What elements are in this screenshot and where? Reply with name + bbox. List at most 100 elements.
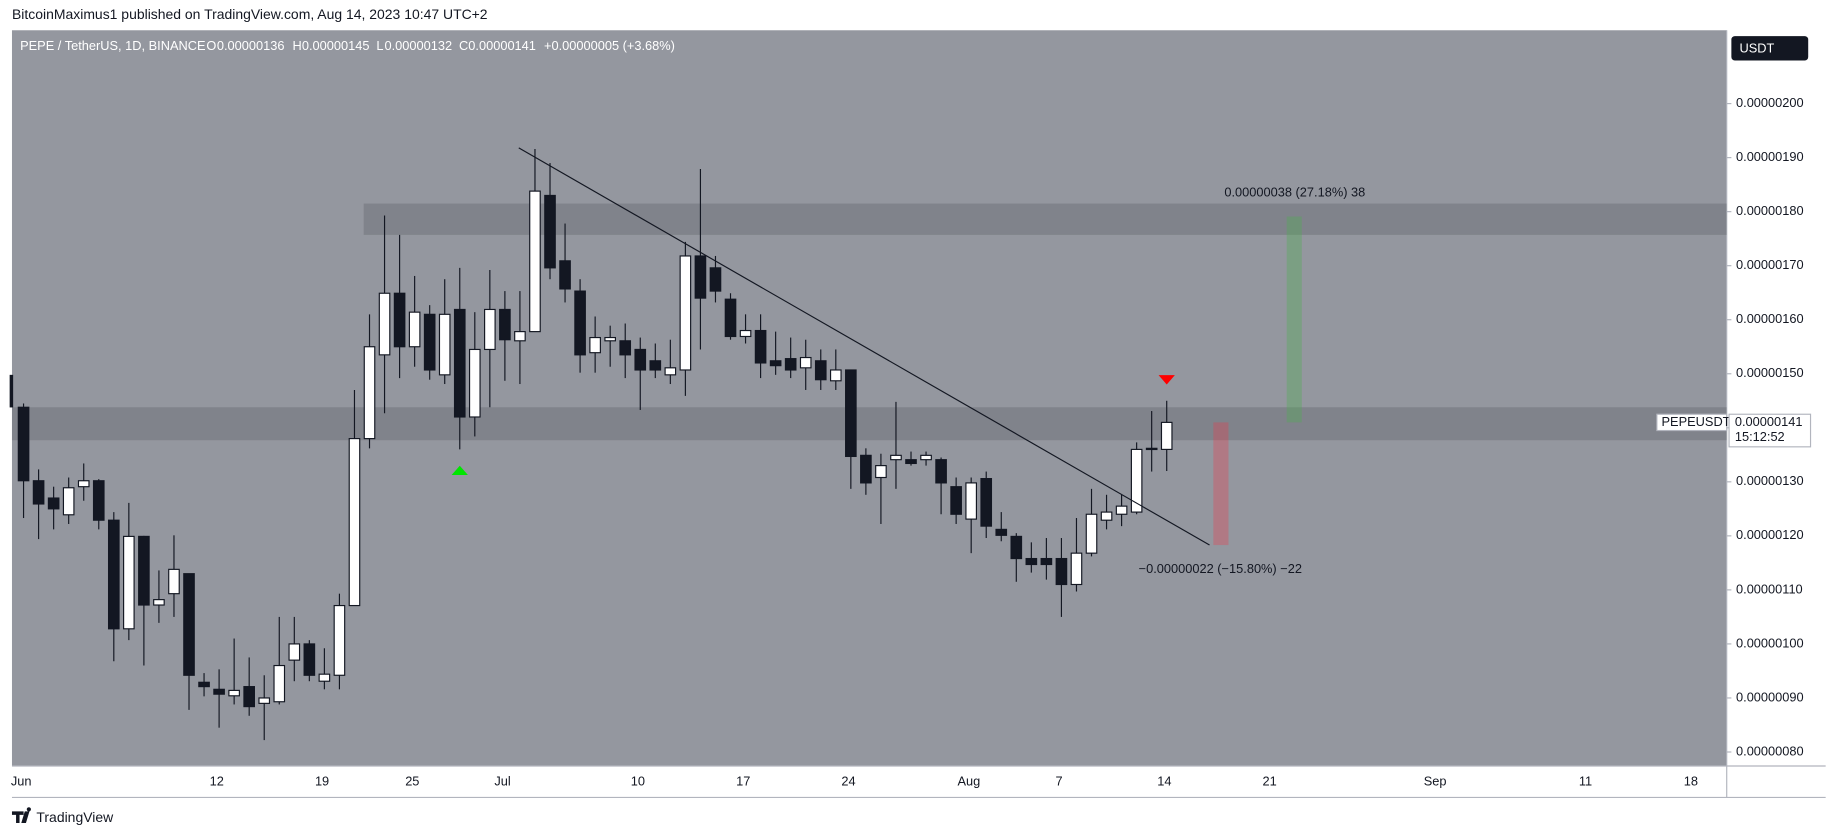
loss-zone	[1213, 422, 1229, 546]
profit-zone	[1286, 216, 1302, 423]
candle-body	[168, 568, 180, 595]
x-tick-label: Jul	[494, 774, 510, 789]
candle-body	[484, 308, 496, 351]
legend-key: C	[459, 38, 468, 53]
candle-body	[980, 478, 993, 527]
candle-body	[799, 356, 812, 369]
x-tick-label: 11	[1579, 774, 1592, 789]
candle-body	[153, 599, 165, 606]
symbol-title: PEPE / TetherUS, 1D, BINANCE	[20, 38, 205, 53]
candle-body	[1055, 557, 1068, 586]
candle-body	[905, 459, 917, 465]
candle-body	[784, 358, 797, 371]
x-tick-label: 14	[1157, 774, 1171, 789]
y-tick-label: 0.00000150	[1736, 365, 1804, 380]
sell-marker	[1158, 375, 1175, 385]
y-tick-label: 0.00000080	[1736, 743, 1804, 758]
buy-marker	[451, 465, 468, 476]
candle-body	[950, 486, 962, 515]
candle-body	[965, 482, 977, 520]
candle-body	[544, 194, 556, 269]
candle-body	[408, 311, 421, 348]
candle-body	[318, 673, 331, 682]
candle-body	[107, 519, 120, 630]
trendline	[518, 147, 1210, 546]
profit-label: 0.00000038 (27.18%) 38	[1224, 185, 1365, 200]
candle-body	[1115, 505, 1128, 515]
legend: PEPE / TetherUS, 1D, BINANCE O 0.0000013…	[20, 38, 675, 53]
candle-body	[1100, 511, 1113, 521]
legend-value: 0.00000132	[384, 38, 452, 53]
loss-label: −0.00000022 (−15.80%) −22	[1139, 561, 1302, 576]
candle-body	[875, 465, 887, 479]
x-tick-label: 18	[1684, 774, 1698, 789]
candle-body	[860, 454, 872, 484]
legend-value: 0.00000141	[468, 38, 536, 53]
candle-body	[198, 681, 210, 688]
candle-body	[1130, 448, 1143, 513]
candle-body	[453, 308, 466, 418]
candle-body	[1010, 535, 1023, 560]
currency-button[interactable]	[1731, 36, 1809, 61]
legend-key: L	[376, 38, 383, 53]
candle-body	[32, 480, 45, 505]
y-tick-label: 0.00000170	[1736, 257, 1804, 272]
candle-body	[273, 664, 286, 703]
candle-body	[393, 292, 406, 348]
candle-body	[814, 360, 827, 381]
symbol-tag	[1656, 413, 1728, 432]
candle-body	[47, 497, 60, 510]
y-tick-label: 0.00000180	[1736, 203, 1804, 218]
legend-change: +0.00000005 (+3.68%)	[544, 38, 675, 53]
countdown-label: 15:12:52	[1735, 429, 1785, 444]
candle-body	[890, 454, 902, 461]
candle-body	[694, 255, 707, 299]
zone	[11, 407, 1727, 441]
candle-body	[243, 686, 256, 708]
candle-body	[739, 329, 752, 338]
x-tick-label: 24	[841, 774, 855, 789]
candle-body	[1070, 552, 1083, 586]
candle-body	[348, 438, 361, 607]
x-tick-label: 10	[631, 774, 645, 789]
y-tick-label: 0.00000090	[1736, 689, 1804, 704]
candle-body	[438, 313, 451, 376]
y-tick-label: 0.00000130	[1736, 473, 1804, 488]
plot-area	[11, 30, 1727, 766]
currency-label[interactable]: USDT	[1740, 40, 1775, 55]
footer-logo: TradingView	[36, 809, 114, 825]
candle-body	[724, 298, 737, 338]
legend-key: O	[206, 38, 216, 53]
x-tick-label: Aug	[957, 774, 980, 789]
candle-body	[995, 528, 1008, 536]
edge-marker	[9, 374, 14, 408]
candle-body	[754, 329, 767, 364]
x-tick-label: Sep	[1424, 774, 1447, 789]
candle-body	[649, 360, 662, 371]
candle-body	[288, 643, 301, 661]
candle-body	[228, 689, 240, 697]
y-tick-label: 0.00000110	[1736, 581, 1803, 596]
legend-value: 0.00000145	[302, 38, 370, 53]
price-tag	[1728, 413, 1812, 448]
zones	[363, 203, 1727, 235]
candle-body	[604, 336, 616, 342]
candle-body	[77, 480, 90, 488]
candle-body	[123, 535, 135, 630]
candle-body	[845, 369, 857, 458]
candle-body	[258, 697, 271, 704]
candle-body	[1040, 557, 1053, 566]
x-tick-label: Jun	[11, 774, 32, 789]
candle-body	[529, 190, 541, 333]
candle-body	[333, 604, 346, 676]
x-tick-label: 12	[210, 774, 224, 789]
symbol-tag-label: PEPEUSDT	[1662, 414, 1731, 429]
y-tick-label: 0.00000160	[1736, 311, 1804, 326]
candle-body	[92, 480, 105, 521]
legend-value: 0.00000136	[217, 38, 285, 53]
y-tick-label: 0.00000120	[1736, 527, 1804, 542]
candle-body	[589, 336, 601, 354]
candle-body	[679, 255, 692, 371]
